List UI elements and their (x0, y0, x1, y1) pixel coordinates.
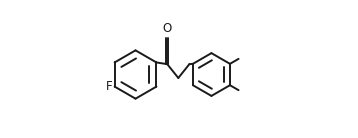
Text: O: O (163, 22, 172, 35)
Text: F: F (106, 80, 112, 93)
